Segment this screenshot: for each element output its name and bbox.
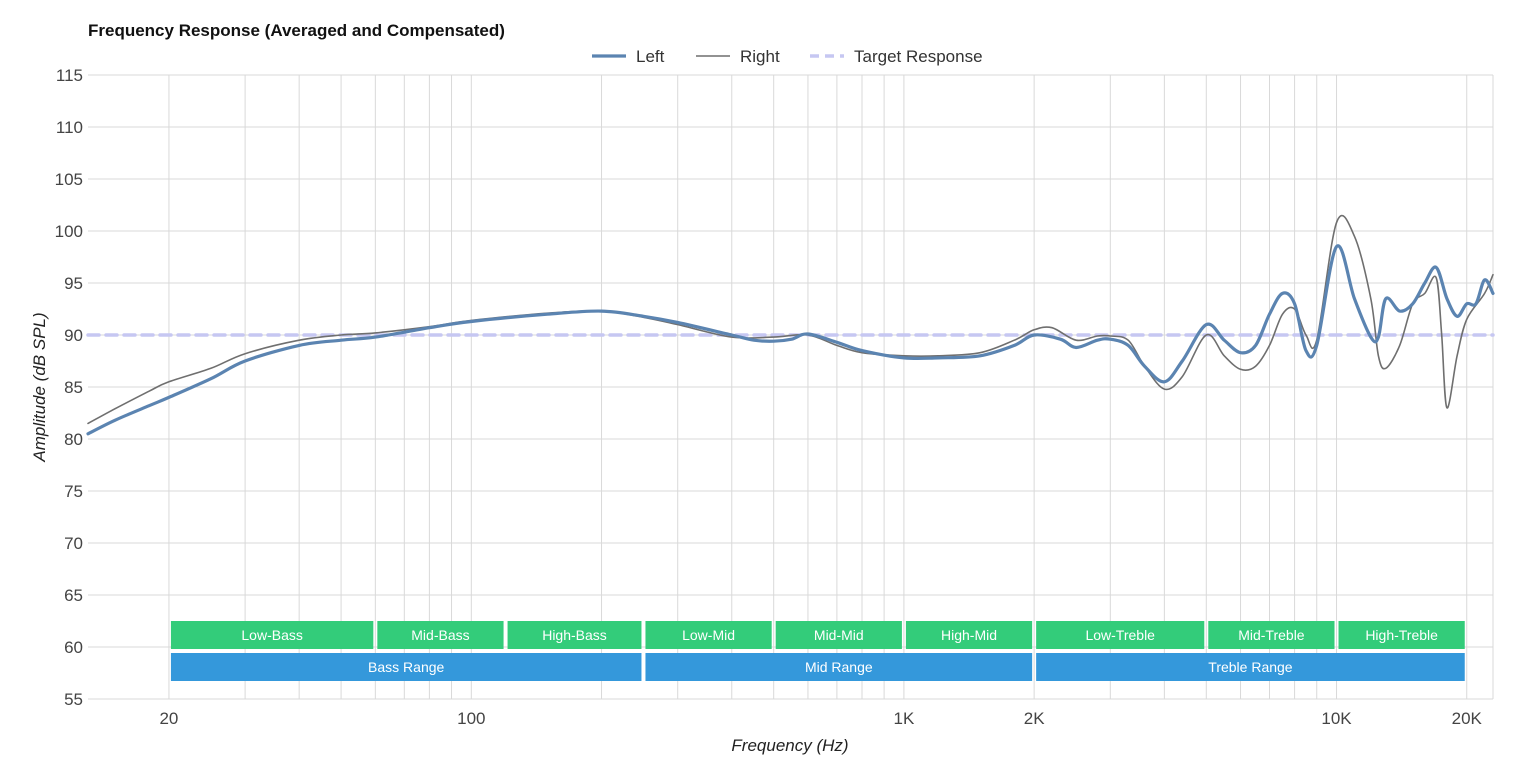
range-bar (645, 653, 1033, 681)
band-bar (645, 621, 772, 649)
range-label: Treble Range (1208, 659, 1293, 675)
left-series-line (86, 244, 1495, 436)
y-tick-label: 65 (64, 586, 83, 605)
y-tick-label: 100 (55, 222, 83, 241)
y-tick-label: 115 (56, 66, 83, 85)
band-label: Low-Mid (682, 627, 735, 643)
range-label: Mid Range (805, 659, 873, 675)
band-bar (507, 621, 642, 649)
band-label: Mid-Bass (411, 627, 469, 643)
chart-legend: Left Right Target Response (592, 47, 983, 66)
legend-label: Right (740, 47, 780, 66)
band-label: High-Treble (1365, 627, 1438, 643)
y-axis-ticks: 55 60 65 70 75 80 85 90 95 100 105 110 115 (55, 66, 83, 709)
band-label: Mid-Treble (1238, 627, 1305, 643)
y-tick-label: 60 (64, 638, 83, 657)
band-label: High-Bass (542, 627, 607, 643)
y-tick-label: 105 (55, 170, 83, 189)
x-tick-label: 2K (1024, 709, 1045, 728)
x-tick-label: 100 (457, 709, 485, 728)
frequency-bands: Low-Bass Mid-Bass High-Bass Low-Mid Mid-Mid H… (170, 621, 1465, 681)
legend-label: Left (636, 47, 665, 66)
band-bar (170, 621, 374, 649)
y-tick-label: 90 (64, 326, 83, 345)
band-bar (377, 621, 504, 649)
x-tick-label: 20K (1452, 709, 1483, 728)
y-tick-label: 85 (64, 378, 83, 397)
band-bar (1338, 621, 1465, 649)
band-label: High-Mid (941, 627, 997, 643)
y-tick-label: 70 (64, 534, 83, 553)
series-lines (86, 214, 1495, 436)
band-label: Mid-Mid (814, 627, 864, 643)
band-bar (905, 621, 1033, 649)
y-tick-label: 55 (64, 690, 83, 709)
legend-label: Target Response (854, 47, 983, 66)
x-tick-label: 10K (1321, 709, 1352, 728)
chart-title: Frequency Response (Averaged and Compens… (88, 21, 505, 40)
y-axis-label: Amplitude (dB SPL) (30, 312, 49, 462)
band-bar (775, 621, 902, 649)
grid-lines (88, 74, 1494, 700)
y-tick-label: 80 (64, 430, 83, 449)
y-tick-label: 110 (56, 118, 83, 137)
band-bar (1036, 621, 1205, 649)
x-axis-label: Frequency (Hz) (731, 736, 848, 755)
range-bar (170, 653, 642, 681)
band-label: Low-Bass (241, 627, 302, 643)
y-tick-label: 75 (64, 482, 83, 501)
range-label: Bass Range (368, 659, 444, 675)
x-tick-label: 1K (894, 709, 915, 728)
x-axis-ticks: 20 100 1K 2K 10K 20K (159, 709, 1482, 728)
band-label: Low-Treble (1085, 627, 1155, 643)
band-bar (1208, 621, 1335, 649)
x-tick-label: 20 (159, 709, 178, 728)
range-bar (1036, 653, 1465, 681)
y-tick-label: 95 (64, 274, 83, 293)
